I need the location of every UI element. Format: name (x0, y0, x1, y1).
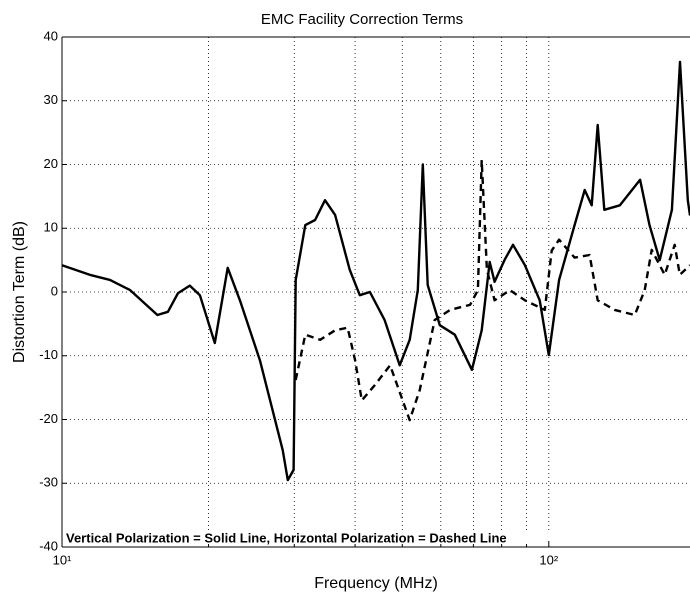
y-tick-label: -10 (39, 347, 58, 362)
x-axis-label: Frequency (MHz) (314, 575, 438, 592)
y-axis-label: Distortion Term (dB) (11, 221, 28, 363)
y-tick-label: 10 (44, 220, 58, 235)
annotation-background (63, 530, 653, 546)
y-tick-label: 30 (44, 92, 58, 107)
data-line (294, 158, 690, 422)
y-tick-label: -30 (39, 475, 58, 490)
y-tick-label: 0 (51, 283, 58, 298)
x-tick-label: 10¹ (53, 552, 72, 567)
y-tick-label: -40 (39, 538, 58, 553)
grid (61, 36, 690, 548)
annotation: Vertical Polarization = Solid Line, Hori… (66, 530, 507, 545)
x-tick-label: 10² (539, 552, 558, 567)
plot-lines (61, 60, 690, 482)
chart-title: EMC Facility Correction Terms (261, 11, 463, 28)
axes: -40 -30 -20 -10 0 10 20 30 40 10¹ 10² (39, 28, 690, 567)
data-line (61, 60, 690, 482)
y-tick-label: -20 (39, 411, 58, 426)
y-tick-label: 40 (44, 28, 58, 43)
y-tick-label: 20 (44, 156, 58, 171)
